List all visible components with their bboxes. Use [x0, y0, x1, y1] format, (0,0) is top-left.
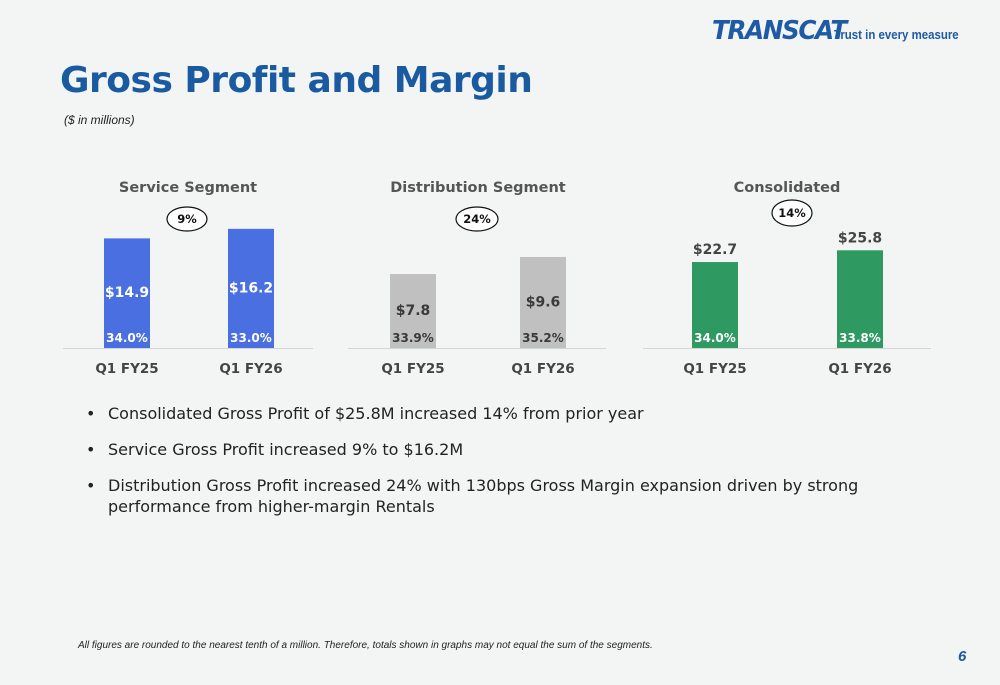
bullet-distribution: Distribution Gross Profit increased 24% …	[86, 475, 886, 517]
distribution-segment-growth-bubble	[455, 206, 499, 232]
service-segment-value-label: $14.9	[105, 285, 149, 301]
distribution-segment-tick-label: Q1 FY26	[511, 361, 574, 377]
key-points-list: Consolidated Gross Profit of $25.8M incr…	[86, 403, 886, 532]
consolidated-value-label: $22.7	[693, 242, 737, 258]
transcat-logo: TRANSCAT Trust in every measure	[712, 16, 959, 46]
bullet-consolidated: Consolidated Gross Profit of $25.8M incr…	[86, 403, 886, 424]
service-segment-bar	[228, 228, 274, 348]
distribution-segment-value-label: $9.6	[526, 294, 561, 310]
consolidated-bar	[692, 262, 738, 348]
consolidated-title: Consolidated	[734, 180, 841, 196]
consolidated-tick-label: Q1 FY25	[683, 361, 746, 377]
consolidated-bar	[837, 250, 883, 348]
footnote: All figures are rounded to the nearest t…	[78, 640, 653, 651]
distribution-segment-bar	[390, 274, 436, 348]
service-segment-growth-bubble	[166, 206, 208, 232]
service-segment-bar	[104, 238, 150, 348]
distribution-segment-bar	[520, 256, 566, 348]
service-segment-tick-label: Q1 FY26	[219, 361, 282, 377]
page-title: Gross Profit and Margin	[60, 60, 533, 101]
gross-profit-charts: Service Segment $14.9 34.0% Q1 FY25 $16.2 33.…	[63, 180, 931, 377]
service-segment-value-label: $16.2	[229, 280, 273, 296]
units-note: ($ in millions)	[64, 113, 135, 127]
logo-wordmark: TRANSCAT	[712, 16, 847, 46]
consolidated-growth-bubble	[771, 199, 813, 227]
distribution-segment-tick-label: Q1 FY25	[381, 361, 444, 377]
distribution-segment-margin-label: 35.2%	[522, 331, 564, 345]
service-segment-tick-label: Q1 FY25	[95, 361, 158, 377]
service-segment-margin-label: 33.0%	[230, 331, 272, 345]
logo-tagline: Trust in every measure	[834, 27, 959, 42]
service-segment-growth-label: 9%	[177, 212, 197, 226]
distribution-segment-value-label: $7.8	[396, 303, 431, 319]
service-segment-margin-label: 34.0%	[106, 331, 148, 345]
consolidated-tick-label: Q1 FY26	[828, 361, 891, 377]
consolidated-growth-label: 14%	[778, 206, 806, 220]
page-number: 6	[958, 648, 967, 665]
distribution-segment-title: Distribution Segment	[390, 180, 566, 196]
bullet-service: Service Gross Profit increased 9% to $16…	[86, 439, 886, 460]
service-segment-title: Service Segment	[119, 180, 257, 196]
distribution-segment-margin-label: 33.9%	[392, 331, 434, 345]
consolidated-margin-label: 33.8%	[839, 331, 881, 345]
consolidated-value-label: $25.8	[838, 230, 882, 246]
distribution-segment-growth-label: 24%	[463, 212, 491, 226]
consolidated-margin-label: 34.0%	[694, 331, 736, 345]
